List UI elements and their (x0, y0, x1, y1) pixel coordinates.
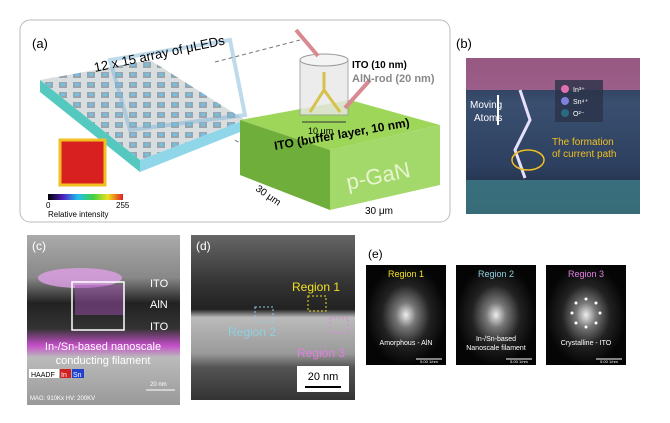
ito-blob (38, 268, 122, 288)
region-title: Region 2 (478, 269, 514, 279)
scale-text: 5.00 1/nm (510, 359, 528, 364)
top-layer (466, 58, 640, 90)
layer-label: AlN (150, 299, 168, 311)
panel-label: (c) (32, 239, 46, 253)
haadf-label: HAADF (31, 372, 55, 379)
probe (343, 78, 372, 110)
scale-text: 20 nm (308, 371, 339, 383)
panel-label: (b) (456, 36, 472, 51)
pgan-top (240, 100, 440, 150)
highlight (511, 149, 545, 171)
panel-label: (d) (196, 239, 211, 253)
scale-text: 5.00 1/nm (600, 359, 618, 364)
diffraction-spot (598, 311, 602, 315)
panel-label: (a) (32, 36, 48, 51)
region-label: Region 1 (292, 280, 340, 294)
diffraction-spot (574, 321, 578, 325)
diffraction-spot (584, 325, 588, 329)
filament-glow (75, 285, 125, 315)
pgan-side (240, 120, 330, 210)
aln-label: AlN-rod (20 nm) (352, 73, 435, 85)
electrode (107, 37, 248, 133)
rod-top (299, 53, 349, 67)
moving-text: Moving (470, 100, 502, 111)
panel-a: (a) 0 255 Relative intensity 12 x 15 arr… (19, 19, 451, 223)
diffraction-spot (574, 301, 578, 305)
haadf-box (29, 369, 59, 378)
current-path (513, 89, 532, 179)
scale-title: Relative intensity (48, 210, 108, 219)
legend-dot (561, 109, 569, 117)
intensity-map (58, 138, 107, 187)
in-box (60, 369, 71, 378)
tem-image (27, 235, 180, 405)
region-box (307, 295, 327, 312)
path-text: of current path (552, 149, 616, 160)
panel-d: (d) Region 1 Region 2 Region 3 20 nm (191, 235, 355, 400)
array-side (140, 120, 245, 172)
zoom-line (214, 39, 301, 63)
region-box (254, 306, 274, 323)
probe (294, 28, 320, 58)
sn-label: Sn (73, 372, 82, 379)
fft-image (456, 265, 536, 365)
filament-text: conducting filament (56, 355, 151, 367)
scale-min: 0 (46, 201, 51, 210)
scale-text: 20 nm (150, 382, 167, 388)
zoom-box (71, 281, 125, 331)
fft-image (366, 265, 446, 365)
caption: Nanoscale filament (466, 345, 526, 352)
layer-label: ITO (150, 278, 169, 290)
meta-text: MAG: 910Kx HV: 200KV (30, 396, 95, 402)
bottom-layer (466, 180, 640, 214)
sn-box (72, 369, 84, 378)
diffraction-spot (594, 321, 598, 325)
array-side (40, 80, 140, 172)
panel-b: (b) Moving Atoms In³⁺ Sn⁴⁺ O²⁻ The forma… (456, 36, 640, 214)
layer-label: ITO (150, 321, 169, 333)
in-label: In (61, 372, 67, 379)
ito-label: ITO (10 nm) (352, 60, 407, 71)
path-text: The formation (552, 137, 614, 148)
side-bottom: 30 μm (365, 206, 393, 217)
scale-max: 255 (116, 201, 130, 210)
caption: Amorphous - AlN (380, 340, 433, 347)
legend-dot (561, 97, 569, 105)
legend-text: O²⁻ (573, 111, 585, 118)
pgan-front (330, 125, 440, 210)
panel-label: (e) (368, 247, 383, 261)
diffraction-spot (570, 311, 574, 315)
region-title: Region 1 (388, 269, 424, 279)
color-scale (48, 194, 123, 200)
diffraction-spot (594, 301, 598, 305)
scale-text: 5.00 1/nm (420, 359, 438, 364)
legend-text: In³⁺ (573, 87, 585, 94)
panel-c: (c) ITO AlN ITO In-/Sn-based nanoscale c… (27, 235, 180, 405)
moving-text: Atoms (474, 113, 502, 124)
caption: Crystalline - ITO (561, 340, 612, 347)
panel-e: (e) Region 1 Amorphous - AlN 5.00 1/nm Regi… (366, 247, 626, 365)
filament (308, 72, 342, 113)
led-array (40, 60, 245, 160)
region-label: Region 3 (297, 346, 345, 360)
region-title: Region 3 (568, 269, 604, 279)
fft-image (546, 265, 626, 365)
legend-dot (561, 85, 569, 93)
rod-width: 10 μm (308, 126, 333, 136)
legend-text: Sn⁴⁺ (573, 99, 589, 106)
region-box (329, 317, 349, 334)
diffraction-spot (584, 297, 588, 301)
caption: In-/Sn-based (476, 336, 516, 343)
filament-text: In-/Sn-based nanoscale (45, 341, 161, 353)
region-label: Region 2 (228, 325, 276, 339)
